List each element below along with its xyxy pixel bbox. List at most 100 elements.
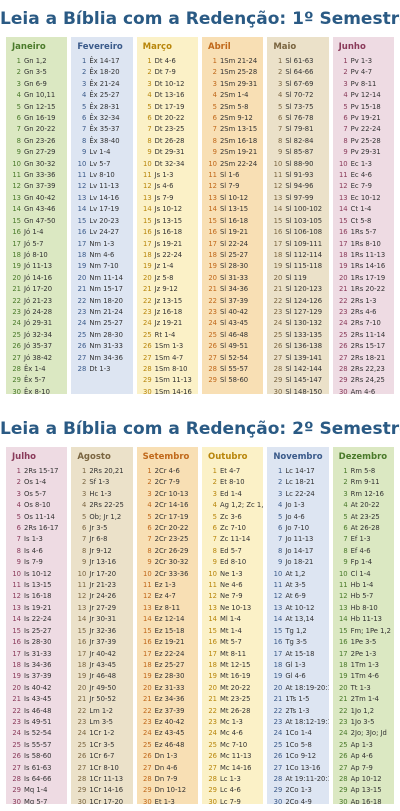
day-number: 15 bbox=[338, 626, 348, 635]
day-number: 28 bbox=[338, 774, 348, 783]
day-number: 2 bbox=[147, 68, 152, 77]
day-number: 21 bbox=[77, 695, 87, 704]
reading-entry: 12 Lv 11-13 bbox=[75, 181, 130, 192]
reading-entry: 21 Jz 9-12 bbox=[141, 284, 196, 295]
reading-text: Is 16-18 bbox=[24, 592, 52, 601]
reading-entry: 23 Is 49-51 bbox=[10, 717, 65, 728]
reading-text: 2Rs 7-10 bbox=[350, 319, 381, 328]
day-number: 24 bbox=[273, 319, 283, 328]
reading-entry: 11 Js 1-3 bbox=[141, 170, 196, 181]
reading-entry: 29 Mq 1-4 bbox=[10, 785, 65, 796]
reading-text: 1Jo 3-5 bbox=[350, 717, 375, 726]
reading-entry: 3 Sl 67-69 bbox=[271, 79, 326, 90]
month-name: Janeiro bbox=[12, 42, 46, 52]
reading-text: Jr 43-45 bbox=[89, 660, 117, 669]
day-number: 3 bbox=[16, 79, 21, 88]
day-number: 20 bbox=[143, 683, 152, 692]
reading-text: Pv 12-14 bbox=[350, 91, 381, 100]
reading-entry: 12 Gn 37-39 bbox=[10, 181, 65, 192]
day-number: 1 bbox=[16, 57, 21, 65]
reading-text: Nm 11-14 bbox=[89, 273, 123, 282]
reading-text: 2Sm 9-12 bbox=[219, 114, 253, 123]
day-number: 26 bbox=[273, 342, 283, 351]
reading-text: Lc 7-9 bbox=[219, 797, 241, 804]
reading-text: Ne 10-13 bbox=[219, 603, 252, 612]
reading-text: 1Tm 4-6 bbox=[350, 672, 379, 681]
day-number: 10 bbox=[338, 569, 348, 578]
day-number: 11 bbox=[12, 581, 21, 590]
reading-text: Ez 43-45 bbox=[154, 729, 185, 738]
reading-text: Dn 10-12 bbox=[154, 786, 187, 795]
reading-entry: 30 2Co 4-9 bbox=[271, 797, 326, 804]
reading-text: Sl 49-51 bbox=[219, 342, 249, 351]
day-number: 9 bbox=[343, 148, 348, 157]
reading-entry: 11 Ez 1-3 bbox=[141, 580, 196, 591]
day-number: 1 bbox=[343, 57, 348, 65]
day-number: 26 bbox=[143, 342, 152, 351]
reading-text: Is 55-57 bbox=[24, 740, 52, 749]
reading-text: Mt 12-15 bbox=[219, 660, 251, 669]
day-number: 25 bbox=[208, 740, 217, 749]
day-number: 5 bbox=[277, 102, 283, 111]
reading-entry: 24 Jz 19-21 bbox=[141, 318, 196, 329]
reading-entry: 25 Rt 1-4 bbox=[141, 330, 196, 341]
reading-entry: 12 Sl 94-96 bbox=[271, 181, 326, 192]
day-number: 11 bbox=[208, 581, 217, 590]
day-number: 13 bbox=[77, 193, 87, 202]
day-number: 19 bbox=[77, 672, 87, 681]
day-number: 2 bbox=[212, 68, 217, 77]
reading-entry: 8 Is 4-6 bbox=[10, 546, 65, 557]
reading-entry: 26 2Rs 15-17 bbox=[337, 341, 392, 352]
day-number: 1 bbox=[277, 57, 283, 65]
day-number: 4 bbox=[343, 91, 348, 100]
day-number: 13 bbox=[338, 193, 348, 202]
month-name: Abril bbox=[207, 42, 231, 52]
day-number: 19 bbox=[338, 672, 348, 681]
reading-entry: 18 Gl 1-3 bbox=[271, 660, 326, 671]
day-number: 10 bbox=[77, 159, 87, 168]
reading-text: Lv 1-4 bbox=[89, 148, 111, 157]
reading-text: Jr 27-29 bbox=[89, 603, 117, 612]
day-number: 1 bbox=[82, 57, 87, 65]
reading-entry: 18 Jó 8-10 bbox=[10, 250, 65, 261]
reading-text: Ez 8-11 bbox=[154, 603, 181, 612]
reading-text: 1Rs 20-22 bbox=[350, 285, 386, 294]
day-number: 24 bbox=[338, 319, 348, 328]
reading-text: 2Cr 30-32 bbox=[154, 558, 189, 567]
reading-entry: 6 Êx 32-34 bbox=[75, 113, 130, 124]
reading-text: Fp 1-4 bbox=[350, 558, 373, 567]
reading-entry: 2 Lc 18-21 bbox=[271, 477, 326, 488]
reading-entry: 30 1Sm 14-16 bbox=[141, 387, 196, 394]
reading-text: Êx 32-34 bbox=[89, 114, 120, 123]
reading-entry: 20 Ez 31-33 bbox=[141, 683, 196, 694]
day-number: 9 bbox=[16, 558, 21, 567]
reading-entry: 25 Is 55-57 bbox=[10, 740, 65, 751]
reading-entry: 26 1Sm 1-3 bbox=[141, 341, 196, 352]
day-number: 11 bbox=[77, 171, 87, 180]
day-number: 7 bbox=[147, 125, 152, 134]
reading-text: Jó 35-37 bbox=[24, 342, 53, 351]
reading-text: 1Sm 25-28 bbox=[219, 68, 258, 77]
day-number: 28 bbox=[12, 364, 21, 373]
reading-text: Sl 22-24 bbox=[219, 239, 249, 248]
reading-entry: 21 Sl 34-36 bbox=[206, 284, 261, 295]
day-number: 17 bbox=[12, 239, 21, 248]
day-number: 13 bbox=[338, 603, 348, 612]
reading-entry: 26 1Co 9-12 bbox=[271, 751, 326, 762]
reading-entry: 22 2Rs 1-3 bbox=[337, 296, 392, 307]
day-number: 30 bbox=[273, 797, 283, 804]
day-number: 18 bbox=[12, 660, 21, 669]
reading-entry: 22 2Ts 1-3 bbox=[271, 706, 326, 717]
reading-entry: 26 Sl 49-51 bbox=[206, 341, 261, 352]
reading-entry: 11 Sl 1-6 bbox=[206, 170, 261, 181]
reading-entry: 1 Rm 5-8 bbox=[337, 466, 392, 477]
reading-entry: 7 Jo 11-13 bbox=[271, 534, 326, 545]
reading-entry: 14 Sl 100-102 bbox=[271, 204, 326, 215]
day-number: 28 bbox=[273, 774, 283, 783]
reading-text: 2Cr 33-36 bbox=[154, 569, 189, 578]
reading-entry: 9 Sl 85-87 bbox=[271, 147, 326, 158]
reading-text: Gn 6-9 bbox=[24, 79, 47, 88]
day-number: 18 bbox=[338, 250, 348, 259]
reading-entry: 10 Ec 1-3 bbox=[337, 159, 392, 170]
reading-text: Gn 20-22 bbox=[24, 125, 56, 134]
